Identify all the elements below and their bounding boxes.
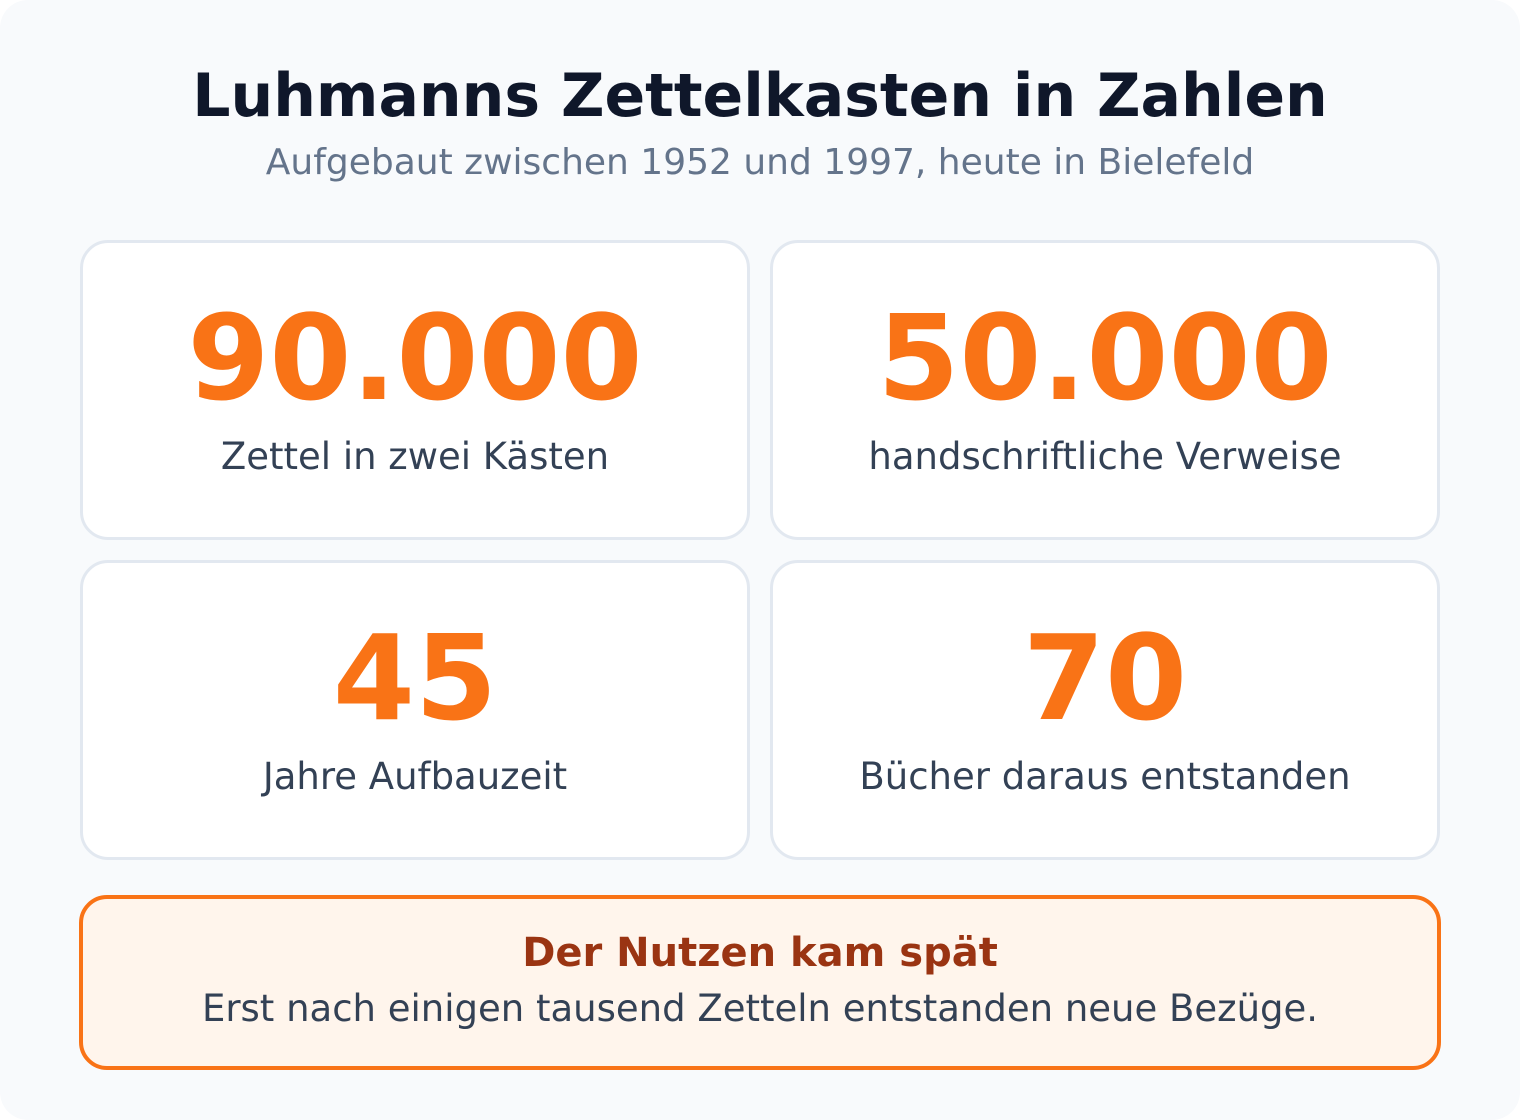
stat-value: 90.000: [187, 289, 643, 427]
callout-title: Der Nutzen kam spät: [522, 930, 998, 976]
stat-card-zettel: 90.000 Zettel in zwei Kästen: [80, 240, 750, 540]
stat-card-verweise: 50.000 handschriftliche Verweise: [770, 240, 1440, 540]
stat-label: Zettel in zwei Kästen: [220, 435, 610, 478]
stat-label: Bücher daraus entstanden: [859, 755, 1351, 798]
stat-value: 50.000: [877, 289, 1333, 427]
stat-label: Jahre Aufbauzeit: [262, 755, 568, 798]
stat-value: 70: [1022, 609, 1188, 747]
stat-card-jahre: 45 Jahre Aufbauzeit: [80, 560, 750, 860]
callout-box: Der Nutzen kam spät Erst nach einigen ta…: [79, 895, 1441, 1070]
stat-label: handschriftliche Verweise: [868, 435, 1342, 478]
page-title: Luhmanns Zettelkasten in Zahlen: [192, 61, 1328, 131]
stat-value: 45: [332, 609, 498, 747]
stat-card-buecher: 70 Bücher daraus entstanden: [770, 560, 1440, 860]
page-subtitle: Aufgebaut zwischen 1952 und 1997, heute …: [265, 142, 1255, 183]
callout-text: Erst nach einigen tausend Zetteln entsta…: [201, 987, 1319, 1030]
